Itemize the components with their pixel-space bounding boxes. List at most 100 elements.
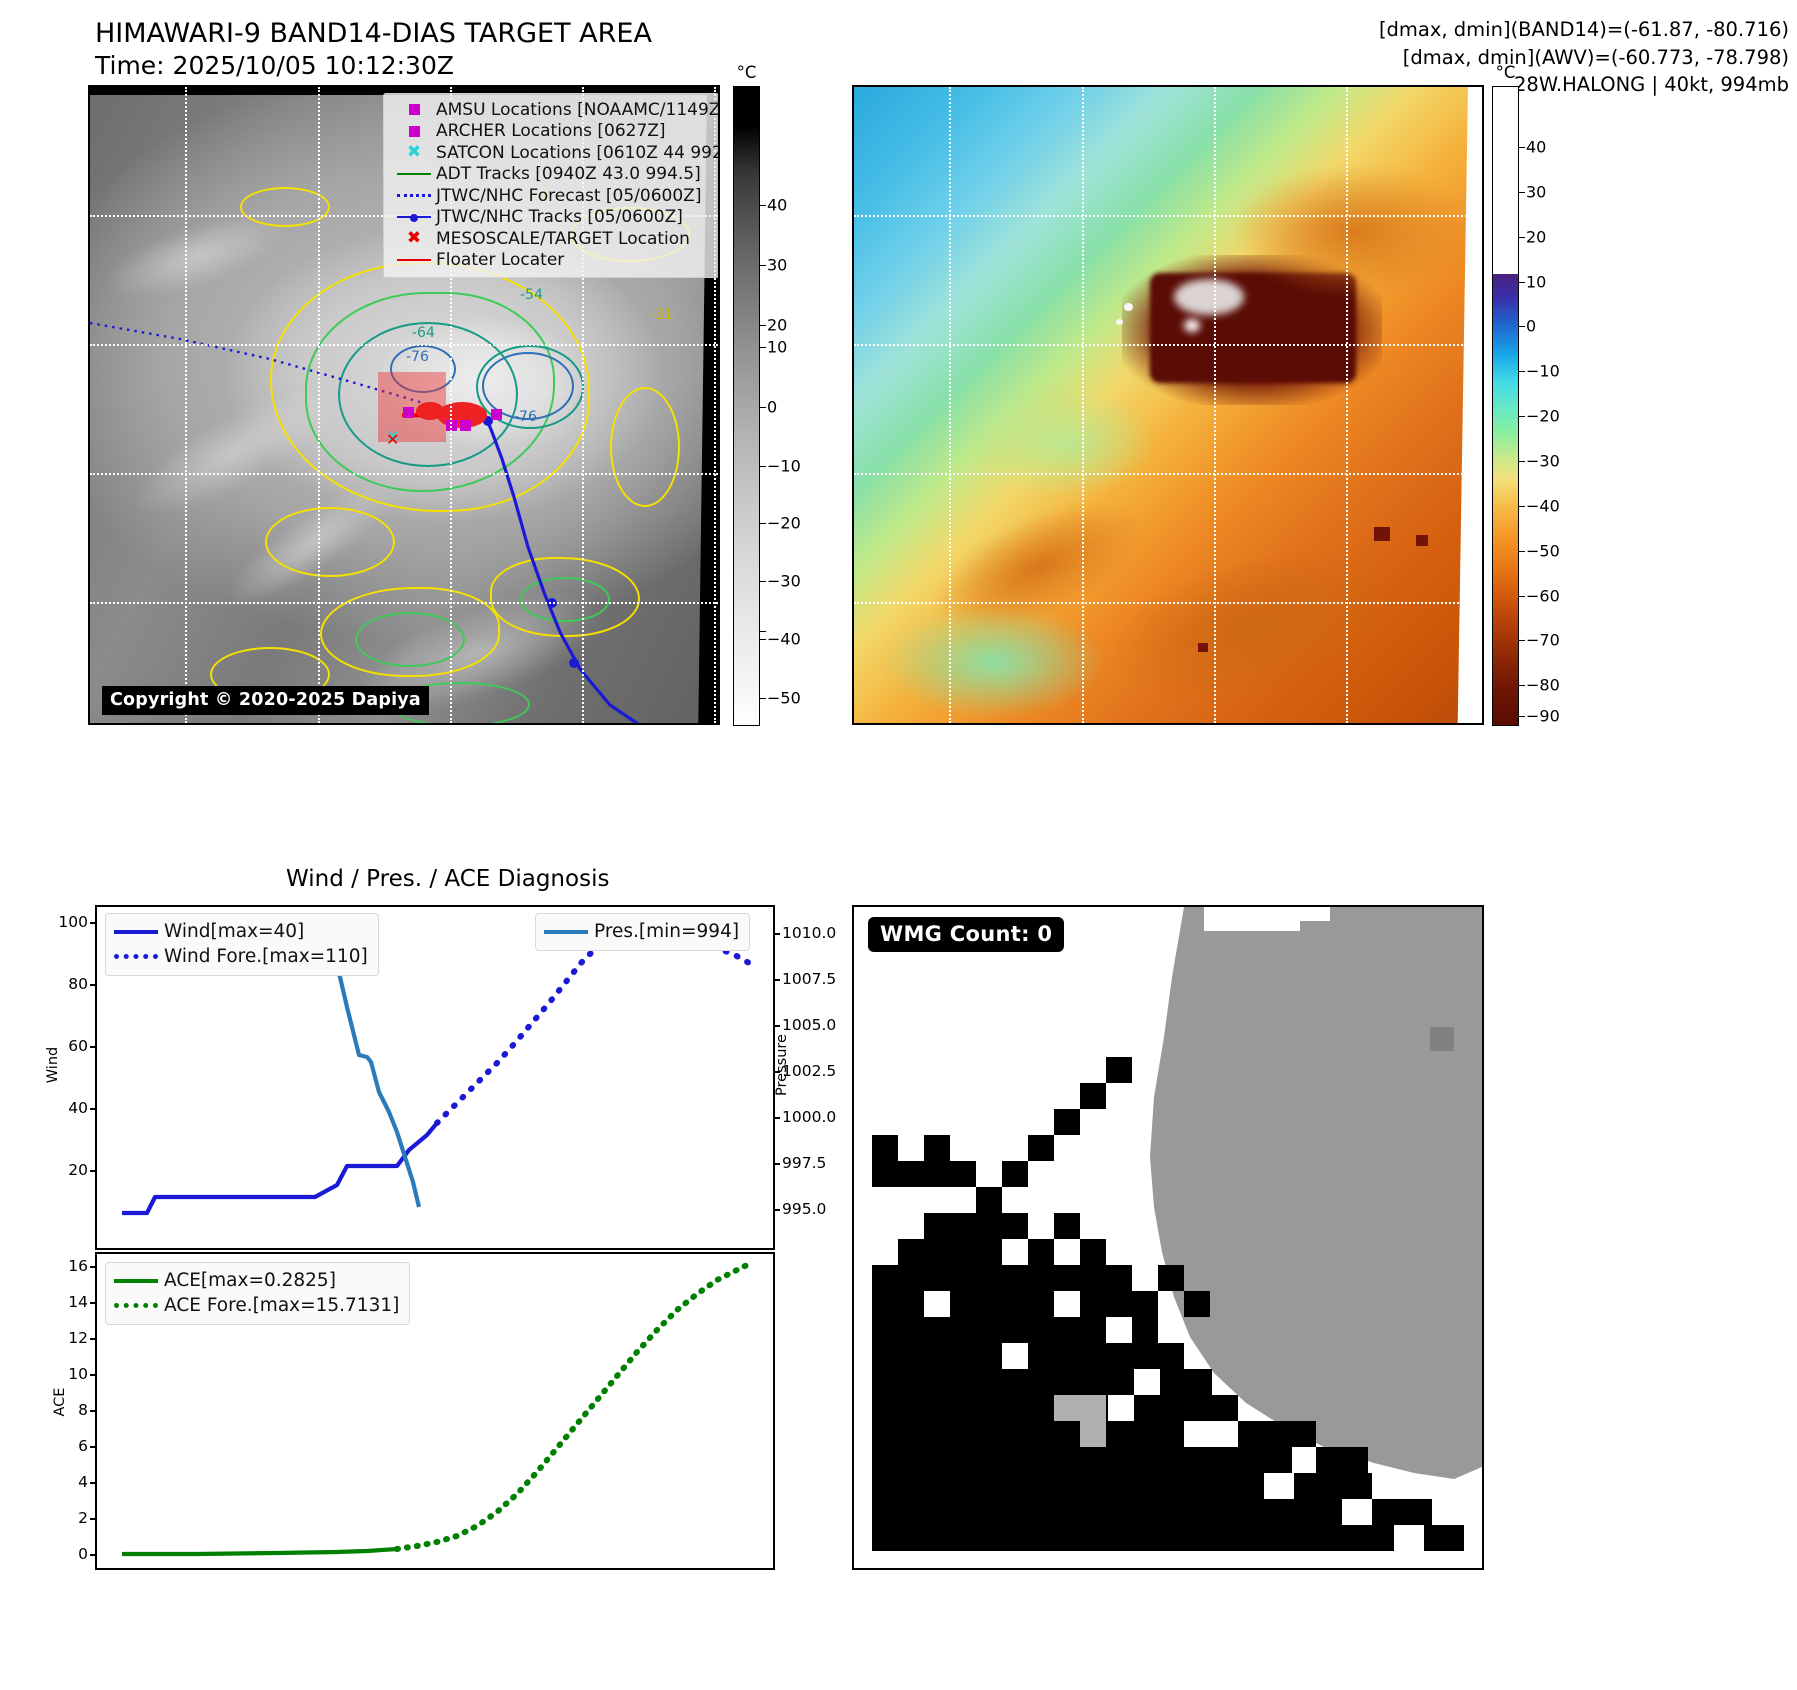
ace-ytick: 0 xyxy=(78,1545,88,1563)
cb-tick: −40 xyxy=(1526,496,1560,516)
contour-label: -64 xyxy=(412,325,435,341)
cb-tick: −20 xyxy=(1526,406,1560,426)
contour-label: -76 xyxy=(406,349,429,365)
rainband xyxy=(1234,167,1474,297)
cloud-top-bright xyxy=(1184,319,1200,332)
cloud-wisp xyxy=(420,337,590,457)
ir-grayscale-map[interactable]: -54 -64 -76 -76 -31 -31 -31 xyxy=(88,85,720,725)
bright-speck xyxy=(1116,319,1123,325)
mesoscale-x-icon: ✖ xyxy=(406,228,422,249)
legend-item: ARCHER Locations [0627Z] xyxy=(392,121,710,143)
wind-pressure-chart[interactable]: 100 80 60 40 20 Wind 1010.0 1007.5 1005.… xyxy=(45,905,836,1250)
cold-band xyxy=(974,387,1154,497)
ir2-colorbar: °C 40 30 20 10 0 −10 −20 −30 −40 −50 −60… xyxy=(1492,63,1560,726)
legend-label: JTWC/NHC Forecast [05/0600Z] xyxy=(436,185,702,206)
satcon-x-icon: ✖ xyxy=(406,142,422,163)
wmg-map[interactable]: WMG Count: 0 xyxy=(852,905,1484,1570)
cb-tick: −80 xyxy=(1526,675,1560,695)
legend-label: ACE Fore.[max=15.7131] xyxy=(164,1295,400,1316)
dmax-dmin-awv: [dmax, dmin](AWV)=(-60.773, -78.798) xyxy=(1402,45,1789,69)
storm-summary: 28W.HALONG | 40kt, 994mb xyxy=(1514,73,1789,97)
wind-ytick: 20 xyxy=(68,1161,88,1179)
wind-ytick: 40 xyxy=(68,1099,88,1117)
forecast-dotted-icon xyxy=(392,194,436,198)
legend-item: ADT Tracks [0940Z 43.0 994.5] xyxy=(392,164,710,186)
legend-item: AMSU Locations [NOAAMC/1149Z 28 1006] xyxy=(392,99,718,121)
dmax-dmin-band14: [dmax, dmin](BAND14)=(-61.87, -80.716) xyxy=(1378,18,1789,41)
ace-ytick: 2 xyxy=(78,1509,88,1527)
ace-ytick: 12 xyxy=(68,1329,88,1347)
legend-label: SATCON Locations [0610Z 44 992] xyxy=(436,142,718,163)
title-line-1: HIMAWARI-9 BAND14-DIAS TARGET AREA xyxy=(95,18,652,49)
contour-label: -31 xyxy=(650,307,673,323)
ace-ytick: 16 xyxy=(68,1257,88,1275)
cb-tick: 20 xyxy=(767,315,788,335)
pressure-ytick: 1000.0 xyxy=(782,1108,837,1126)
track-marker-icon xyxy=(392,212,436,222)
ace-chart[interactable]: 16 14 12 10 8 6 4 2 0 ACE ACE[max=0.2825… xyxy=(52,1252,775,1570)
ir-top-mask xyxy=(90,87,718,95)
cb-tick: −10 xyxy=(767,456,801,476)
cb-tick: −30 xyxy=(1526,451,1560,471)
colorbar-gradient xyxy=(733,86,760,726)
wind-forecast-dotted-icon xyxy=(114,954,164,959)
cb-tick: 0 xyxy=(767,397,778,417)
wind-ytick: 60 xyxy=(68,1037,88,1055)
colorbar-unit: °C xyxy=(1495,63,1516,82)
scene-stats: [dmax, dmin](BAND14)=(-61.87, -80.716) [… xyxy=(1379,16,1789,99)
contour-label: -54 xyxy=(520,287,543,303)
legend-label: ACE[max=0.2825] xyxy=(164,1270,336,1291)
cb-tick: 0 xyxy=(1526,316,1537,336)
pressure-solid-icon xyxy=(544,929,594,934)
pressure-ytick: 1002.5 xyxy=(782,1062,837,1080)
wind-solid-icon xyxy=(114,929,164,934)
wind-ytick: 80 xyxy=(68,975,88,993)
cold-band xyxy=(884,607,1104,717)
ace-series xyxy=(122,1261,752,1557)
cb-tick: −70 xyxy=(1526,630,1560,650)
legend-item: ✖ SATCON Locations [0610Z 44 992] xyxy=(392,142,718,164)
pressure-legend: Pres.[min=994] xyxy=(535,913,751,951)
wind-ytick: 100 xyxy=(58,913,88,931)
cb-tick: −40 xyxy=(767,629,801,649)
pressure-ytick: 995.0 xyxy=(782,1200,827,1218)
legend-label: AMSU Locations [NOAAMC/1149Z 28 1006] xyxy=(436,99,718,120)
cb-tick: 10 xyxy=(767,337,788,357)
pressure-axis-label: Pressure xyxy=(774,1034,790,1096)
cb-tick: −30 xyxy=(767,571,801,591)
ace-axis-label: ACE xyxy=(52,1387,68,1417)
legend-item: Pres.[min=994] xyxy=(544,919,739,944)
legend-label: ADT Tracks [0940Z 43.0 994.5] xyxy=(436,164,701,185)
cb-tick: −50 xyxy=(767,688,801,708)
deep-convection-speck xyxy=(1198,643,1208,652)
pressure-ytick: 1010.0 xyxy=(782,924,837,942)
ir-colorbar: °C 40 30 20 10 0 −10 −20 −30 −40 −50 xyxy=(733,63,801,726)
legend-label: Wind Fore.[max=110] xyxy=(164,946,368,967)
ace-ytick: 14 xyxy=(68,1293,88,1311)
ir-color-image xyxy=(854,87,1482,723)
legend-item: Floater Locater xyxy=(392,250,710,272)
legend-item: JTWC/NHC Tracks [05/0600Z] xyxy=(392,207,710,229)
legend-item: Wind[max=40] xyxy=(114,919,368,944)
deep-convection-speck xyxy=(1416,535,1428,546)
archer-square-icon xyxy=(392,125,436,137)
wind-axis-label: Wind xyxy=(45,1046,61,1084)
legend-label: Wind[max=40] xyxy=(164,921,305,942)
cb-tick: 10 xyxy=(1526,272,1547,292)
ace-legend: ACE[max=0.2825] ACE Fore.[max=15.7131] xyxy=(105,1262,411,1325)
legend-item: Wind Fore.[max=110] xyxy=(114,944,368,969)
colorbar-unit: °C xyxy=(736,63,757,82)
pressure-ytick: 1007.5 xyxy=(782,970,837,988)
ace-ytick: 10 xyxy=(68,1365,88,1383)
bright-speck xyxy=(1124,303,1133,311)
ace-forecast-dotted-icon xyxy=(114,1303,164,1308)
page-title: HIMAWARI-9 BAND14-DIAS TARGET AREA Time:… xyxy=(95,18,795,81)
ir-color-map[interactable]: 28°N 26°N 24°N 22°N 20°N 138°E 140°E 142… xyxy=(852,85,1484,725)
legend-label: Floater Locater xyxy=(436,250,565,271)
legend-item: ✖ MESOSCALE/TARGET Location xyxy=(392,228,710,250)
legend-item: ACE Fore.[max=15.7131] xyxy=(114,1293,399,1318)
cb-tick: 20 xyxy=(1526,227,1547,247)
storm-track-overlay: ✕ ✕ xyxy=(90,321,640,723)
eye-feature xyxy=(1174,279,1244,315)
cb-tick: −50 xyxy=(1526,541,1560,561)
